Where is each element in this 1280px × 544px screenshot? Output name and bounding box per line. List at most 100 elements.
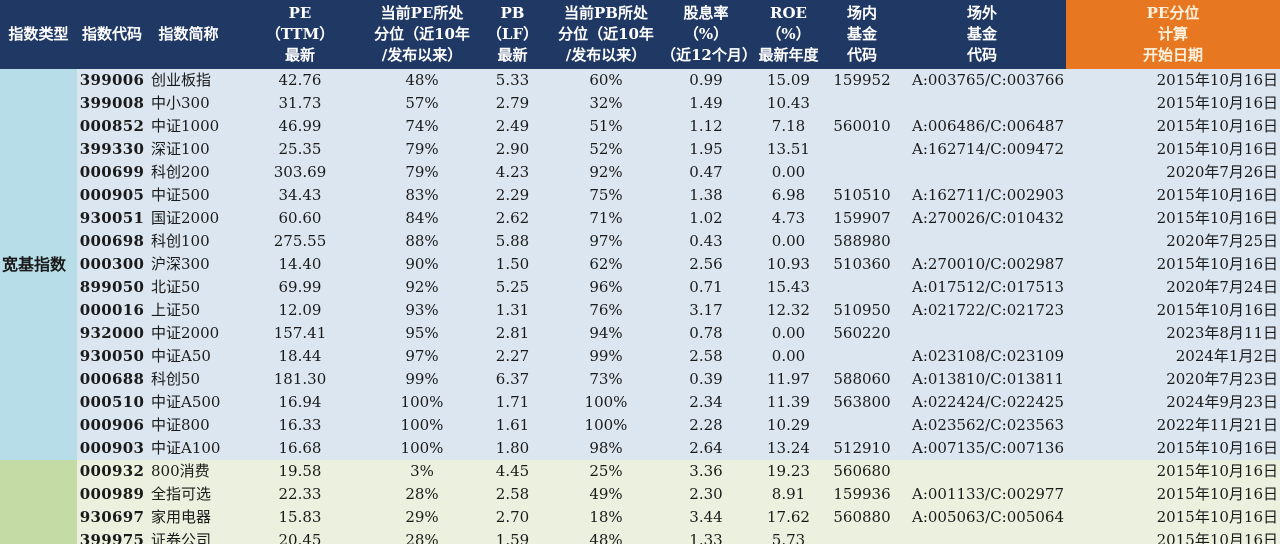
index-name-cell: 深证100 (147, 138, 230, 161)
index-code-cell: 932000 (77, 322, 147, 345)
start-date-cell: 2015年10月16日 (1066, 460, 1280, 483)
pe-cell: 46.99 (230, 115, 370, 138)
dividend-cell: 0.71 (661, 276, 751, 299)
otc-fund-cell: A:006486/C:006487 (898, 115, 1066, 138)
table-row[interactable]: 000905 中证500 34.43 83% 2.29 75% 1.38 6.98 510510… (0, 184, 1280, 207)
roe-cell: 10.29 (751, 414, 826, 437)
header-line: （LF） (486, 25, 539, 43)
pb-cell: 5.88 (474, 230, 551, 253)
pe-cell: 20.45 (230, 529, 370, 544)
table-row[interactable]: 399975 证券公司 20.45 28% 1.59 48% 1.33 5.73 2015年10… (0, 529, 1280, 544)
table-row[interactable]: 000698 科创100 275.55 88% 5.88 97% 0.43 0.00 58898… (0, 230, 1280, 253)
pe-cell: 16.94 (230, 391, 370, 414)
table-row[interactable]: 399008 中小300 31.73 57% 2.79 32% 1.49 10.43 2015年… (0, 92, 1280, 115)
header-line: （近12个月） (661, 46, 751, 64)
pe-cell: 303.69 (230, 161, 370, 184)
table-row[interactable]: 399330 深证100 25.35 79% 2.90 52% 1.95 13.51 A:162… (0, 138, 1280, 161)
exchange-fund-cell: 560680 (826, 460, 898, 483)
start-date-cell: 2015年10月16日 (1066, 138, 1280, 161)
index-name-cell: 科创200 (147, 161, 230, 184)
table-row[interactable]: 000699 科创200 303.69 79% 4.23 92% 0.47 0.00 2020年… (0, 161, 1280, 184)
pb-percentile-cell: 49% (551, 483, 661, 506)
otc-fund-cell (898, 92, 1066, 115)
pb-percentile-cell: 99% (551, 345, 661, 368)
dividend-cell: 2.58 (661, 345, 751, 368)
pb-cell: 1.80 (474, 437, 551, 460)
table-row[interactable]: 930051 国证2000 60.60 84% 2.62 71% 1.02 4.73 15990… (0, 207, 1280, 230)
index-name-cell: 800消费 (147, 460, 230, 483)
pb-cell: 4.45 (474, 460, 551, 483)
start-date-cell: 2015年10月16日 (1066, 69, 1280, 92)
start-date-cell: 2020年7月26日 (1066, 161, 1280, 184)
table-row[interactable]: 000016 上证50 12.09 93% 1.31 76% 3.17 12.32 510950… (0, 299, 1280, 322)
exchange-fund-cell: 560880 (826, 506, 898, 529)
roe-cell: 6.98 (751, 184, 826, 207)
pe-cell: 275.55 (230, 230, 370, 253)
exchange-fund-cell: 159952 (826, 69, 898, 92)
pb-percentile-cell: 76% (551, 299, 661, 322)
start-date-cell: 2015年10月16日 (1066, 483, 1280, 506)
roe-cell: 0.00 (751, 322, 826, 345)
pe-percentile-cell: 93% (370, 299, 474, 322)
table-row[interactable]: 899050 北证50 69.99 92% 5.25 96% 0.71 15.43 A:0175… (0, 276, 1280, 299)
table-row[interactable]: 000906 中证800 16.33 100% 1.61 100% 2.28 10.29 A:0… (0, 414, 1280, 437)
otc-fund-cell: A:021722/C:021723 (898, 299, 1066, 322)
pb-cell: 2.81 (474, 322, 551, 345)
header-pb-lf: PB （LF） 最新 (474, 0, 551, 69)
header-line: 场内 (846, 4, 877, 22)
start-date-cell: 2015年10月16日 (1066, 529, 1280, 544)
otc-fund-cell: A:003765/C:003766 (898, 69, 1066, 92)
index-code-cell: 000852 (77, 115, 147, 138)
header-line: 当前PB所处 (564, 4, 648, 22)
table-row[interactable]: 000852 中证1000 46.99 74% 2.49 51% 1.12 7.18 56001… (0, 115, 1280, 138)
roe-cell: 8.91 (751, 483, 826, 506)
category-industry-index (0, 460, 77, 544)
table-row[interactable]: 000688 科创50 181.30 99% 6.37 73% 0.39 11.97 58806… (0, 368, 1280, 391)
table-row[interactable]: 930050 中证A50 18.44 97% 2.27 99% 2.58 0.00 A:0231… (0, 345, 1280, 368)
table-row[interactable]: 000510 中证A500 16.94 100% 1.71 100% 2.34 11.39 56… (0, 391, 1280, 414)
roe-cell: 0.00 (751, 161, 826, 184)
header-line: 最新年度 (758, 46, 819, 64)
index-code-cell: 000932 (77, 460, 147, 483)
exchange-fund-cell (826, 414, 898, 437)
table-row[interactable]: 宽基指数 399006 创业板指 42.76 48% 5.33 60% 0.99 15.09 15… (0, 69, 1280, 460)
exchange-fund-cell: 560220 (826, 322, 898, 345)
pe-cell: 22.33 (230, 483, 370, 506)
table-row[interactable]: 930697 家用电器 15.83 29% 2.70 18% 3.44 17.62 560880… (0, 506, 1280, 529)
table-row[interactable]: 000903 中证A100 16.68 100% 1.80 98% 2.64 13.24 512… (0, 437, 1280, 460)
pe-cell: 157.41 (230, 322, 370, 345)
table-row[interactable]: 000989 全指可选 22.33 28% 2.58 49% 2.30 8.91 159936 A… (0, 483, 1280, 506)
dividend-cell: 1.49 (661, 92, 751, 115)
pb-cell: 2.58 (474, 483, 551, 506)
exchange-fund-cell (826, 92, 898, 115)
exchange-fund-cell (826, 161, 898, 184)
dividend-cell: 0.39 (661, 368, 751, 391)
index-code-cell: 000699 (77, 161, 147, 184)
pb-cell: 1.31 (474, 299, 551, 322)
pb-percentile-cell: 98% (551, 437, 661, 460)
pe-percentile-cell: 48% (370, 69, 474, 92)
exchange-fund-cell: 159907 (826, 207, 898, 230)
otc-fund-cell: A:270026/C:010432 (898, 207, 1066, 230)
header-line: 代码 (846, 46, 877, 64)
table-row[interactable]: 932000 中证2000 157.41 95% 2.81 94% 0.78 0.00 5602… (0, 322, 1280, 345)
pe-cell: 16.68 (230, 437, 370, 460)
pe-percentile-cell: 84% (370, 207, 474, 230)
pb-cell: 2.29 (474, 184, 551, 207)
index-name-cell: 家用电器 (147, 506, 230, 529)
table-row[interactable]: 000932 800消费 19.58 3% 4.45 25% 3.36 19.23 560680… (0, 460, 1280, 544)
pe-cell: 25.35 (230, 138, 370, 161)
index-code-cell: 399975 (77, 529, 147, 544)
pe-percentile-cell: 100% (370, 414, 474, 437)
roe-cell: 17.62 (751, 506, 826, 529)
pe-cell: 12.09 (230, 299, 370, 322)
pe-cell: 18.44 (230, 345, 370, 368)
header-line: 计算 (1157, 25, 1188, 43)
index-name-cell: 北证50 (147, 276, 230, 299)
index-name-cell: 中证800 (147, 414, 230, 437)
roe-cell: 0.00 (751, 345, 826, 368)
exchange-fund-cell: 512910 (826, 437, 898, 460)
header-line: 基金 (966, 25, 997, 43)
table-row[interactable]: 000300 沪深300 14.40 90% 1.50 62% 2.56 10.93 51036… (0, 253, 1280, 276)
